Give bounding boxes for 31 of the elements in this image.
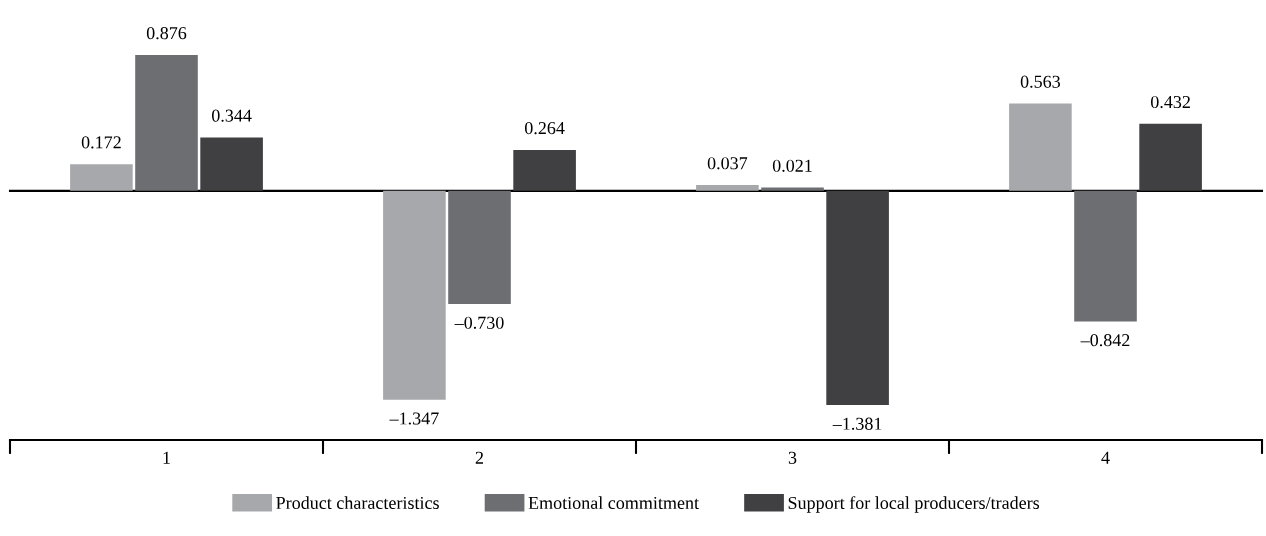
bar	[1009, 103, 1072, 191]
x-tick-label: 1	[163, 451, 170, 464]
bar	[826, 190, 889, 405]
legend-label: Support for local producers/traders	[788, 496, 1040, 513]
data-label: –1.381	[832, 417, 882, 430]
data-label: 0.037	[707, 157, 748, 170]
data-label: –0.730	[454, 316, 504, 329]
x-tick-label: 3	[788, 451, 797, 464]
legend-label: Emotional commitment	[528, 496, 699, 510]
data-label: 0.264	[524, 121, 565, 135]
legend-label: Product characteristics	[276, 496, 439, 510]
bar	[135, 55, 198, 191]
bar	[696, 185, 759, 191]
data-label: 0.172	[81, 136, 121, 149]
data-label: 0.021	[772, 159, 812, 172]
bar	[448, 190, 511, 305]
bar	[1074, 190, 1137, 322]
bar	[513, 149, 576, 191]
data-label: 0.876	[146, 27, 187, 40]
x-tick-label: 4	[1101, 451, 1110, 464]
bar	[383, 190, 446, 400]
data-label: –1.347	[389, 412, 439, 425]
x-tick-label: 2	[475, 451, 484, 464]
bar	[70, 164, 133, 191]
data-label: 0.344	[211, 109, 252, 122]
bar	[200, 137, 263, 191]
bar	[761, 187, 824, 191]
data-label: –0.842	[1080, 334, 1130, 347]
bar	[1139, 123, 1202, 191]
data-label: 0.432	[1150, 95, 1190, 109]
data-label: 0.563	[1020, 75, 1060, 88]
